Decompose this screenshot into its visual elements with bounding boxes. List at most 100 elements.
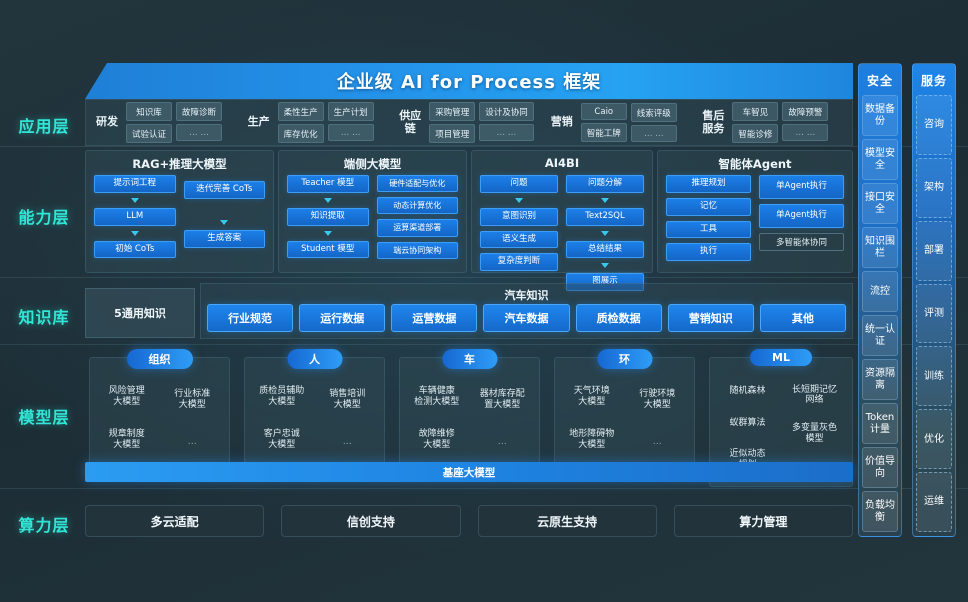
model-item[interactable]: 质检员辅助 大模型 [259,386,305,408]
knowledge-general-box[interactable]: 5通用知识 [85,288,195,338]
security-rail-item[interactable]: 模型安全 [862,139,898,180]
service-rail-item[interactable]: 架构 [916,157,952,218]
node-chip[interactable]: 推理规划 [666,175,751,193]
model-item[interactable]: 器材库存配 置大模型 [479,389,525,410]
app-cell[interactable]: 智能诊修 [732,124,779,143]
compute-cell[interactable]: 云原生支持 [477,505,657,537]
node-chip[interactable]: 工具 [666,220,751,239]
knowledge-chip[interactable]: 运行数据 [299,304,386,332]
app-cell[interactable]: Caio [580,103,627,120]
banner-title: 企业级 AI for Process 框架 [336,72,602,93]
app-cell[interactable]: 智能工牌 [580,123,627,142]
app-cell[interactable]: 线索评级 [630,103,677,122]
knowledge-chip[interactable]: 汽车数据 [483,304,570,332]
node-chip[interactable]: 总结结果 [566,240,644,259]
app-cell[interactable]: 采购管理 [429,102,476,121]
model-item[interactable]: 风险管理 大模型 [108,386,145,408]
service-rail-item[interactable]: 优化 [916,409,952,470]
node-chip[interactable]: 硬件适配与优化 [376,175,458,193]
security-rail-item[interactable]: 负载均衡 [862,491,898,532]
node-chip[interactable]: 迭代完善 CoTs [183,181,265,199]
node-chip[interactable]: 意图识别 [480,207,558,226]
security-rail-item[interactable]: 流控 [862,271,898,312]
node-chip[interactable]: 端云协同架构 [376,241,458,259]
app-cell[interactable]: 库存优化 [277,124,324,143]
model-column: 风险管理 大模型 规章制度 大模型 [96,376,158,461]
node-chip[interactable]: 执行 [666,243,751,262]
service-rail-item[interactable]: 评测 [916,283,952,344]
compute-cell[interactable]: 多云适配 [85,505,265,537]
knowledge-chip[interactable]: 运营数据 [391,304,478,332]
model-item[interactable]: 行驶环境 大模型 [639,389,676,410]
node-chip[interactable]: 知识提取 [287,207,369,226]
security-rail: 安全 数据备份 模型安全 接口安全 知识围栏 流控 统一认证 资源隔离 Toke… [858,63,902,537]
service-rail-item[interactable]: 咨询 [916,95,952,155]
arrow-down-icon [130,230,139,236]
app-cell[interactable]: 故障诊断 [176,102,223,121]
node-chip[interactable]: Teacher 模型 [287,175,369,193]
app-cell[interactable]: 车智见 [732,102,779,121]
node-chip[interactable]: 问题分解 [566,175,644,193]
model-item[interactable]: 多变量灰色 模型 [791,423,837,444]
service-rail-item[interactable]: 训练 [916,346,952,407]
app-cell-column: 车智见 智能诊修 [732,102,779,143]
node-chip[interactable]: 复杂度判断 [480,253,558,272]
node-chip[interactable]: 记忆 [666,197,751,216]
model-item[interactable]: 规章制度 大模型 [108,428,145,450]
security-rail-item[interactable]: 统一认证 [862,315,898,356]
service-rail-item[interactable]: 运维 [916,472,952,533]
app-cell[interactable]: 设计及协同 [479,102,534,121]
node-chip[interactable]: 语义生成 [480,230,558,249]
model-item[interactable]: 客户忠诚 大模型 [263,428,300,450]
arrow-down-icon [323,230,332,236]
node-chip[interactable]: Student 模型 [287,240,369,259]
node-chip[interactable]: LLM [94,207,176,226]
app-cell[interactable]: 生产计划 [327,102,374,121]
knowledge-chip[interactable]: 质检数据 [575,304,662,332]
knowledge-chip[interactable]: 其他 [759,304,846,332]
model-item[interactable]: 地形障碍物 大模型 [569,428,615,450]
node-chip[interactable]: 问题 [480,175,558,193]
service-rail-item[interactable]: 部署 [916,220,952,281]
app-cell[interactable]: 试验认证 [126,124,173,143]
panel-body: 提示词工程 LLM 初始 CoTs 迭代完善 CoTs 生成答案 [94,175,265,266]
model-item[interactable]: 销售培训 大模型 [329,389,366,410]
security-rail-item[interactable]: 接口安全 [862,183,898,224]
node-chip[interactable]: 动态计算优化 [376,197,458,215]
model-item[interactable]: 天气环境 大模型 [573,386,610,408]
node-chip[interactable]: 初始 CoTs [94,240,176,259]
app-cell[interactable]: 故障预警 [782,102,829,121]
node-chip[interactable]: 图展示 [566,273,644,292]
panel-body: 问题 意图识别 语义生成 复杂度判断 问题分解 Text2SQL 总结结果 图展… [480,175,644,292]
model-item[interactable]: 长短期记忆 网络 [791,384,837,406]
knowledge-chip[interactable]: 行业规范 [207,304,294,332]
security-rail-item[interactable]: 价值导向 [862,447,898,488]
app-group-cells: 车智见 智能诊修 故障预警 … … [732,102,829,143]
node-chip[interactable]: 提示词工程 [94,175,176,193]
node-chip[interactable]: 单Agent执行 [759,175,844,199]
knowledge-chip[interactable]: 营销知识 [667,304,754,332]
compute-cell[interactable]: 算力管理 [673,505,853,537]
model-item[interactable]: 车辆健康 检测大模型 [414,386,460,408]
model-item[interactable]: 蚁群算法 [729,417,766,428]
app-cell[interactable]: 柔性生产 [277,102,324,121]
model-item[interactable]: 随机森林 [729,386,766,397]
node-chip[interactable]: 运算渠道部署 [376,219,458,237]
model-panel-grid: 车辆健康 检测大模型 故障维修 大模型 器材库存配 置大模型 … [406,376,533,461]
security-rail-item[interactable]: 资源隔离 [862,359,898,400]
arrow-down-icon [601,230,609,236]
model-item[interactable]: 行业标准 大模型 [174,389,211,410]
security-rail-item[interactable]: 知识围栏 [862,227,898,268]
security-rail-item[interactable]: 数据备份 [862,95,898,136]
app-cell[interactable]: 项目管理 [429,124,476,143]
compute-cell[interactable]: 信创支持 [281,505,461,537]
app-cell[interactable]: 知识库 [126,102,173,121]
node-chip[interactable]: 生成答案 [183,229,265,248]
security-rail-item[interactable]: Token计量 [862,403,898,444]
panel-title: 智能体Agent [718,157,792,171]
app-cell-column: 采购管理 项目管理 [429,102,476,143]
model-column: 行业标准 大模型 … [162,376,224,461]
node-chip[interactable]: Text2SQL [566,207,644,226]
node-chip[interactable]: 单Agent执行 [759,203,844,228]
model-item[interactable]: 故障维修 大模型 [418,428,455,450]
